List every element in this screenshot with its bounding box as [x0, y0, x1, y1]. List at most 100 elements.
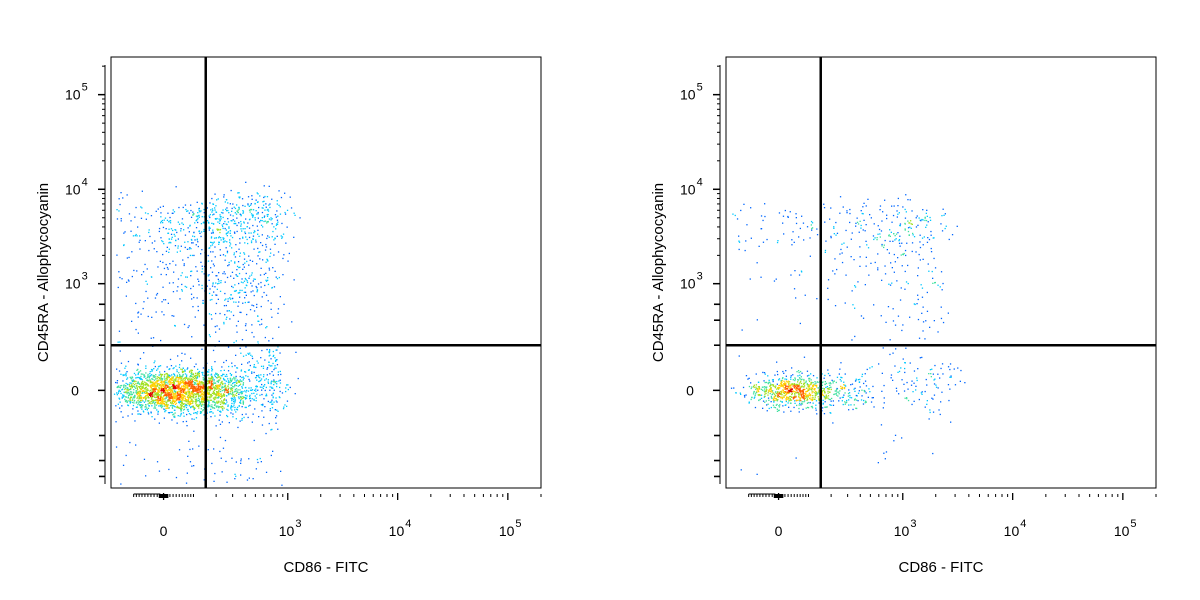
event-dot	[198, 380, 200, 382]
event-dot	[288, 252, 290, 255]
event-dot	[803, 382, 805, 384]
event-dot	[241, 376, 243, 379]
event-dot	[268, 361, 270, 363]
event-dot	[197, 393, 199, 396]
event-dot	[865, 205, 867, 207]
event-dot	[136, 393, 138, 396]
event-dot	[863, 382, 865, 385]
event-dot	[252, 280, 254, 282]
event-dot	[158, 383, 160, 385]
event-dot	[267, 213, 269, 216]
event-dot	[157, 208, 159, 210]
event-dot	[161, 407, 163, 409]
event-dot	[798, 383, 800, 385]
event-dot	[739, 392, 741, 394]
event-dot	[172, 291, 175, 293]
event-dot	[813, 389, 815, 391]
event-dot	[919, 259, 921, 261]
event-dot	[798, 393, 800, 395]
event-dot	[250, 240, 253, 242]
event-dot	[184, 204, 187, 206]
event-dot	[270, 219, 272, 221]
event-dot	[202, 372, 204, 374]
event-dot	[197, 404, 200, 406]
event-dot	[149, 235, 151, 238]
event-dot	[830, 383, 832, 385]
event-dot	[238, 196, 240, 198]
event-dot	[209, 388, 212, 390]
event-dot	[750, 398, 752, 401]
event-dot	[272, 267, 274, 269]
event-dot	[150, 389, 152, 391]
event-dot	[193, 254, 195, 257]
event-dot	[822, 403, 824, 405]
event-dot	[199, 387, 201, 389]
event-dot	[212, 401, 215, 403]
event-dot	[194, 239, 196, 241]
y-tick-label: 104	[65, 176, 88, 197]
event-dot	[808, 385, 811, 387]
event-dot	[266, 209, 268, 211]
event-dot	[795, 392, 797, 394]
event-dot	[160, 374, 162, 376]
event-dot	[260, 318, 263, 321]
event-dot	[738, 241, 741, 243]
event-dot	[240, 281, 243, 283]
event-dot	[203, 212, 205, 214]
event-dot	[214, 415, 216, 417]
event-dot	[196, 391, 198, 394]
event-dot	[160, 237, 162, 239]
event-dot	[201, 381, 203, 384]
event-dot	[242, 395, 244, 398]
event-dot	[215, 425, 217, 427]
event-dot	[203, 230, 205, 232]
event-dot	[169, 358, 172, 361]
event-dot	[792, 231, 794, 233]
event-dot	[256, 379, 258, 381]
event-dot	[123, 232, 125, 234]
event-dot	[219, 379, 221, 381]
event-dot	[175, 398, 177, 400]
event-dot	[272, 337, 274, 340]
event-dot	[176, 376, 178, 378]
event-dot	[223, 373, 225, 376]
event-dot	[230, 384, 232, 386]
event-dot	[814, 381, 816, 383]
event-dot	[252, 305, 255, 307]
event-dot	[163, 382, 165, 384]
event-dot	[195, 404, 198, 407]
event-dot	[252, 238, 254, 240]
event-dot	[216, 217, 218, 220]
event-dot	[188, 325, 190, 327]
event-dot	[130, 396, 132, 398]
event-dot	[179, 380, 181, 383]
event-dot	[223, 394, 225, 396]
event-dot	[212, 282, 214, 284]
event-dot	[194, 316, 196, 318]
event-dot	[216, 275, 218, 277]
event-dot	[215, 312, 217, 315]
event-dot	[914, 303, 916, 306]
event-dot	[180, 405, 182, 407]
event-dot	[791, 393, 793, 396]
event-dot	[765, 390, 767, 392]
event-dot	[140, 378, 142, 380]
event-dot	[270, 302, 272, 304]
event-dot	[789, 392, 791, 394]
event-dot	[793, 397, 795, 399]
event-dot	[257, 375, 259, 377]
event-dot	[231, 220, 233, 222]
event-dot	[141, 408, 143, 410]
event-dot	[223, 399, 226, 401]
event-dot	[877, 233, 879, 235]
event-dot	[816, 384, 818, 386]
event-dot	[806, 390, 808, 392]
event-dot	[197, 278, 199, 280]
event-dot	[870, 217, 872, 219]
event-dot	[146, 389, 148, 392]
event-dot	[911, 403, 913, 406]
event-dot	[133, 269, 135, 272]
event-dot	[806, 399, 808, 401]
event-dot	[208, 334, 211, 336]
